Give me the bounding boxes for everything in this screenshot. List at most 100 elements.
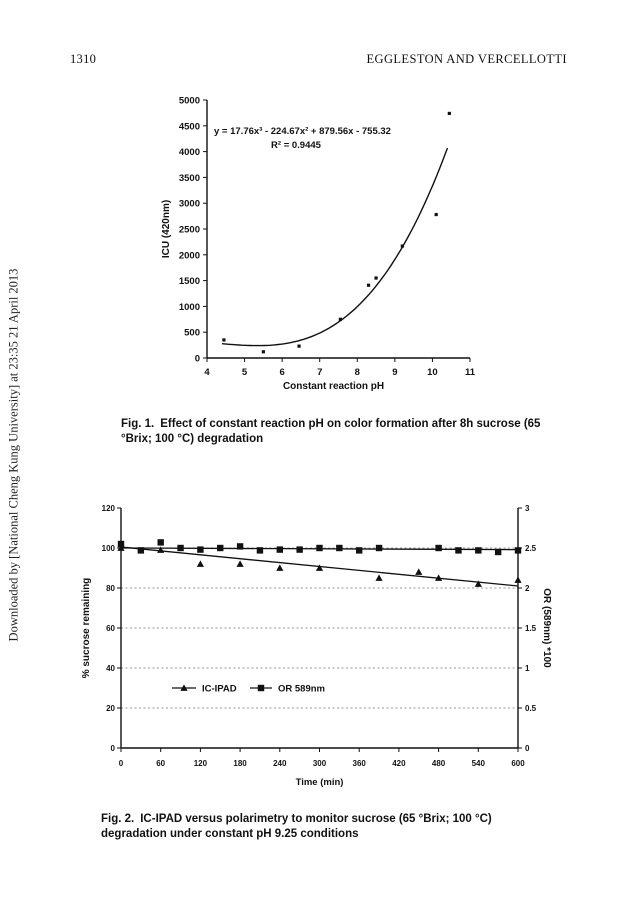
- x-tick-label: 480: [432, 759, 446, 768]
- or-589nm-point: [375, 544, 383, 552]
- or-589nm-point: [494, 548, 502, 556]
- x-tick-label: 360: [353, 759, 367, 768]
- or-589nm-point: [316, 544, 323, 552]
- y-tick-label: 500: [184, 328, 200, 339]
- ic-ipad-point: [276, 564, 284, 571]
- ic-ipad-point: [474, 580, 482, 587]
- x-tick-label: 0: [119, 759, 124, 768]
- x-tick-label: 4: [204, 367, 210, 378]
- ic-ipad-point: [315, 564, 324, 571]
- or-589nm-point: [356, 547, 363, 554]
- data-point: [338, 317, 342, 321]
- or-589nm-point: [455, 547, 462, 554]
- y-tick-label: 0: [195, 354, 200, 365]
- x-tick-label: 9: [392, 367, 397, 378]
- data-point: [400, 244, 404, 248]
- x-tick-label: 10: [427, 367, 438, 378]
- x-tick-label: 6: [279, 367, 284, 378]
- y2-tick-label: 2.5: [525, 544, 537, 553]
- r-squared-label: R² = 0.9445: [271, 140, 322, 151]
- y-tick-label: 120: [102, 504, 116, 513]
- y-tick-label: 80: [106, 584, 115, 593]
- x-tick-label: 120: [194, 759, 208, 768]
- ic-ipad-point: [375, 574, 383, 581]
- or-589nm-point: [197, 546, 204, 553]
- y-tick-label: 1000: [179, 302, 200, 313]
- y-tick-label: 3000: [179, 199, 200, 210]
- data-point: [261, 350, 265, 354]
- y2-tick-label: 1: [525, 664, 530, 673]
- y-tick-label: 4000: [179, 147, 200, 158]
- x-axis-title: Constant reaction pH: [283, 381, 384, 392]
- y-tick-label: 100: [102, 544, 116, 553]
- data-point: [374, 276, 378, 280]
- figure-2-caption-text: IC-IPAD versus polarimetry to monitor su…: [101, 813, 492, 840]
- figure-2-caption: Fig. 2. IC-IPAD versus polarimetry to mon…: [101, 812, 551, 842]
- or-589nm-point: [137, 547, 145, 554]
- y-tick-label: 2000: [179, 250, 200, 261]
- y2-tick-label: 0.5: [525, 704, 537, 713]
- regression-equation: y = 17.76x³ - 224.67x² + 879.56x - 755.3…: [214, 126, 391, 137]
- trendline: [221, 147, 449, 347]
- figure-2-chart: 0 20 40 60 80 100 120 0 0.5 1 1.5 2 2.5 3 0 60 120 180 240…: [81, 504, 552, 788]
- y-tick-label: 5000: [179, 96, 200, 107]
- or-589nm-point: [475, 547, 482, 554]
- x-tick-label: 7: [317, 367, 322, 378]
- data-point: [434, 212, 438, 217]
- figure-1-chart: 0 500 1000 1500 2000 2500 3000 3500 4000 4500 5000…: [161, 96, 476, 393]
- figure-1-caption-label: Fig. 1.: [121, 418, 155, 430]
- or-589nm-point: [435, 544, 442, 552]
- running-head: EGGLESTON AND VERCELLOTTI: [366, 52, 567, 66]
- or-589nm-point: [514, 547, 522, 554]
- y2-tick-label: 3: [525, 504, 530, 513]
- ic-ipad-point: [435, 574, 443, 581]
- figure-1-caption: Fig. 1. Effect of constant reaction pH on…: [121, 417, 541, 447]
- y-tick-label: 20: [106, 704, 115, 713]
- figure-2-caption-label: Fig. 2.: [101, 813, 135, 825]
- ic-ipad-point: [157, 546, 165, 553]
- ic-ipad-point: [514, 576, 522, 583]
- y-tick-label: 0: [111, 744, 116, 753]
- y-tick-label: 1500: [179, 276, 200, 287]
- y-tick-label: 60: [106, 624, 115, 633]
- ic-ipad-point: [236, 560, 244, 567]
- page-number: 1310: [70, 52, 97, 66]
- x-tick-label: 420: [392, 759, 406, 768]
- ic-ipad-point: [415, 568, 423, 575]
- or-589nm-point: [236, 543, 244, 550]
- y-tick-label: 4500: [179, 121, 200, 132]
- y2-tick-label: 2: [525, 584, 530, 593]
- x-tick-label: 600: [511, 759, 525, 768]
- ic-ipad-point: [117, 544, 125, 551]
- or-589nm-point: [256, 547, 264, 554]
- or-589nm-point: [177, 544, 184, 552]
- or-589nm-point: [157, 539, 164, 546]
- y2-tick-label: 1.5: [525, 624, 537, 633]
- data-point: [366, 283, 371, 287]
- x-tick-label: 60: [156, 759, 165, 768]
- data-point: [447, 111, 451, 116]
- x-tick-label: 180: [233, 759, 247, 768]
- or-589nm-point: [296, 546, 303, 553]
- legend-or-589nm-label: OR 589nm: [278, 684, 325, 695]
- y2-tick-label: 0: [525, 744, 530, 753]
- x-axis-title: Time (min): [296, 777, 344, 788]
- figure-1-caption-text: Effect of constant reaction pH on color …: [121, 418, 541, 445]
- or-589nm-point: [276, 546, 283, 553]
- legend-or-589nm-marker: [257, 684, 265, 692]
- y-tick-label: 2500: [179, 225, 200, 236]
- legend-ic-ipad-marker: [180, 684, 188, 691]
- y2-axis-title: OR (589nm) *100: [541, 588, 552, 668]
- y-axis-title: ICU (420nm): [161, 200, 172, 258]
- ic-ipad-point: [196, 560, 204, 567]
- y-tick-label: 3500: [179, 173, 200, 184]
- data-point: [297, 344, 301, 348]
- x-tick-label: 8: [355, 367, 360, 378]
- or-589nm-point: [336, 544, 343, 552]
- x-tick-label: 240: [273, 759, 287, 768]
- data-point: [222, 338, 226, 342]
- or-589nm-point: [117, 540, 125, 548]
- or-589nm-point: [217, 544, 224, 552]
- x-tick-label: 300: [313, 759, 327, 768]
- x-tick-label: 11: [465, 367, 476, 378]
